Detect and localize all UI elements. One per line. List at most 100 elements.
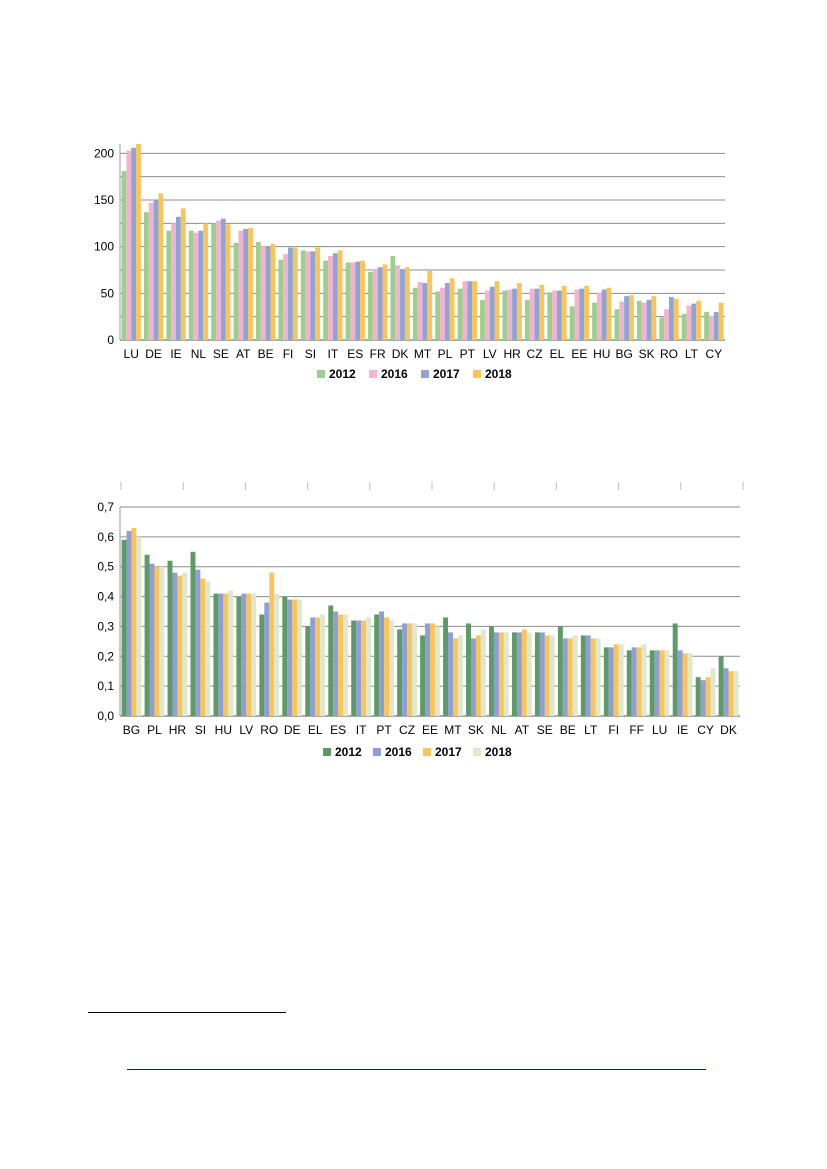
bar-FI-2016 xyxy=(608,647,614,716)
bar-CY-2016 xyxy=(708,315,714,340)
bar-HR-2018 xyxy=(182,572,188,716)
bar-IT-2016 xyxy=(328,256,333,340)
bar-AT-2018 xyxy=(526,632,532,716)
chart2-x-axis-labels: BG PL HR SI HU LV RO DE EL ES IT PT CZ EE MT SK NL AT SE BE… xyxy=(123,723,737,737)
x-tick-label: PL xyxy=(438,347,453,361)
bar-PT-2017 xyxy=(467,281,473,340)
bar-SK-2017 xyxy=(475,635,481,716)
x-tick-label: SK xyxy=(639,347,655,361)
bar-FR-2018 xyxy=(382,264,388,340)
bar-HU-2012 xyxy=(592,302,597,340)
bar-BG-2017 xyxy=(131,527,137,716)
chart1-y-axis-labels: 0 50 100 150 200 xyxy=(94,146,114,347)
bar-ES-2016 xyxy=(333,611,339,716)
bar-ES-2012 xyxy=(345,262,351,340)
bar-FI-2018 xyxy=(292,247,298,340)
bar-ES-2018 xyxy=(360,260,365,340)
bar-DK-2018 xyxy=(733,671,739,716)
bar-EE-2017 xyxy=(579,288,585,340)
bar-EL-2018 xyxy=(320,614,326,716)
bar-MT-2018 xyxy=(427,270,433,340)
footnote-link[interactable] xyxy=(127,1069,706,1070)
bar-SK-2018 xyxy=(651,296,657,340)
bar-BG-2016 xyxy=(619,301,625,340)
x-tick-label: NL xyxy=(191,347,207,361)
x-tick-label: MT xyxy=(444,723,462,737)
bar-RO-2017 xyxy=(269,572,275,716)
bar-CZ-2018 xyxy=(539,284,545,340)
y-tick-label: 150 xyxy=(94,193,114,207)
legend-swatch xyxy=(369,370,377,378)
x-tick-label: MT xyxy=(414,347,432,361)
bar-DK-2012 xyxy=(390,256,396,340)
bar-FF-2017 xyxy=(636,647,642,716)
x-tick-label: SI xyxy=(305,347,316,361)
bar-FF-2016 xyxy=(631,647,637,716)
bar-ES-2012 xyxy=(328,605,334,716)
bar-PT-2012 xyxy=(457,288,463,340)
bar-SE-2016 xyxy=(216,220,221,340)
bar-LU-2017 xyxy=(659,650,665,716)
bar-HU-2017 xyxy=(223,593,229,716)
x-tick-label: IT xyxy=(356,723,367,737)
x-tick-label: PL xyxy=(147,723,162,737)
bar-PL-2017 xyxy=(444,283,450,340)
bar-LT-2016 xyxy=(686,305,692,340)
bar-AT-2016 xyxy=(516,632,522,716)
bar-HU-2017 xyxy=(601,289,607,340)
x-tick-label: DE xyxy=(284,723,301,737)
bar-DK-2016 xyxy=(395,265,401,340)
x-tick-label: BG xyxy=(123,723,140,737)
bar-FI-2017 xyxy=(613,644,619,716)
x-tick-label: IE xyxy=(677,723,688,737)
legend-label: 2018 xyxy=(485,367,512,381)
x-tick-label: BE xyxy=(258,347,274,361)
bar-HU-2012 xyxy=(213,593,219,716)
bar-RO-2016 xyxy=(664,309,669,340)
bar-DE-2012 xyxy=(282,596,288,716)
bar-EL-2016 xyxy=(552,290,557,340)
bar-MT-2018 xyxy=(457,635,463,716)
bar-EL-2012 xyxy=(305,626,311,716)
bar-FI-2016 xyxy=(283,254,289,340)
footnote-separator xyxy=(88,1012,286,1013)
x-tick-label: SE xyxy=(213,347,229,361)
bar-HU-2018 xyxy=(606,287,612,340)
bar-PL-2018 xyxy=(159,566,165,716)
bar-BG-2018 xyxy=(628,295,634,340)
bar-PT-2012 xyxy=(374,614,380,716)
legend-label: 2018 xyxy=(485,745,512,759)
chart1-legend: 2012 2016 2017 2018 xyxy=(317,367,512,381)
bar-HR-2018 xyxy=(516,283,522,340)
bar-LU-2018 xyxy=(136,144,141,340)
bar-BG-2018 xyxy=(136,536,142,716)
bar-CY-2012 xyxy=(704,312,709,340)
bar-DE-2017 xyxy=(153,200,159,340)
bar-LV-2016 xyxy=(241,593,247,716)
bar-SI-2012 xyxy=(190,551,196,716)
bar-FI-2017 xyxy=(288,247,293,340)
bar-NL-2012 xyxy=(188,230,194,340)
bar-LV-2016 xyxy=(484,290,490,340)
bar-IE-2012 xyxy=(672,623,678,716)
bar-BE-2017 xyxy=(265,246,271,340)
bar-NL-2012 xyxy=(489,626,494,716)
bar-RO-2018 xyxy=(274,593,280,716)
bar-FF-2012 xyxy=(626,650,632,716)
bar-IT-2018 xyxy=(366,617,371,716)
bar-BG-2012 xyxy=(614,309,620,340)
x-tick-label: DK xyxy=(720,723,737,737)
bar-LV-2018 xyxy=(251,593,257,716)
bar-RO-2012 xyxy=(659,317,665,340)
y-tick-label: 0,5 xyxy=(97,560,114,574)
bar-HU-2018 xyxy=(228,590,234,716)
bar-SK-2016 xyxy=(641,302,647,340)
bar-RO-2012 xyxy=(259,614,265,716)
bar-IE-2017 xyxy=(682,653,688,716)
bar-HR-2017 xyxy=(177,575,183,716)
bar-EL-2017 xyxy=(556,290,562,340)
bar-RO-2017 xyxy=(668,297,674,340)
x-tick-label: EE xyxy=(422,723,438,737)
bar-SE-2018 xyxy=(549,635,555,716)
bar-BG-2012 xyxy=(121,539,127,716)
